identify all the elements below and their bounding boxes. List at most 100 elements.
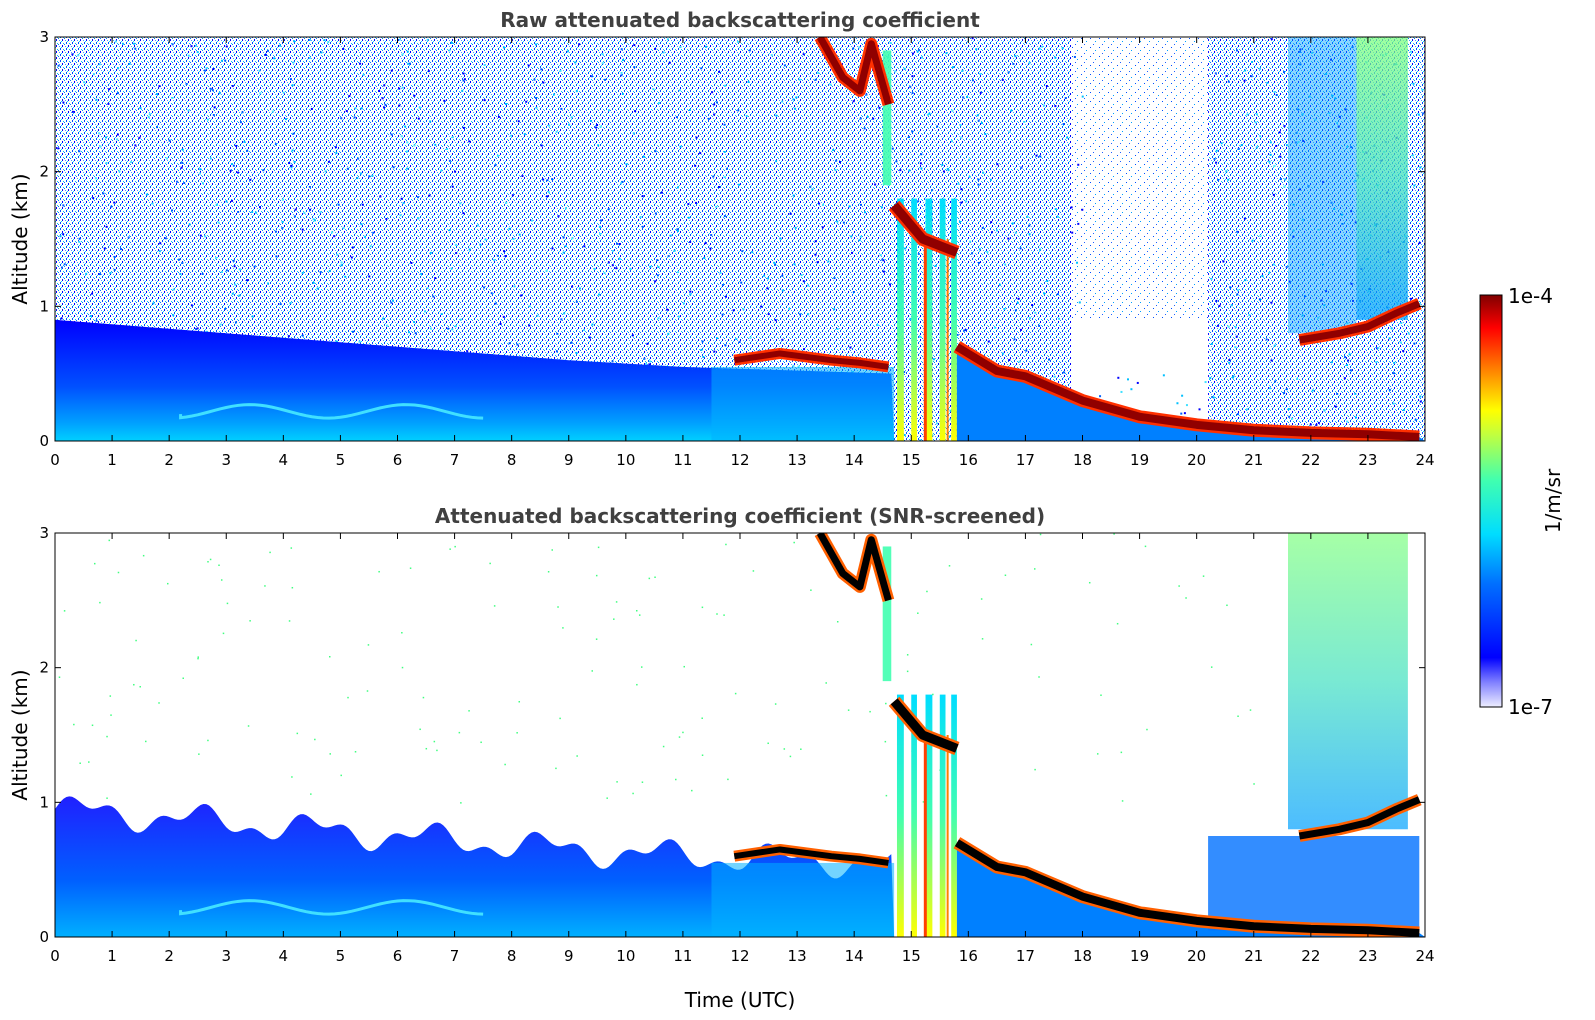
noise-dot	[130, 161, 133, 164]
noise-dot	[340, 117, 343, 120]
noise-dot	[703, 256, 706, 259]
noise-dot	[462, 72, 465, 75]
noise-dot	[290, 164, 293, 167]
noise-dot	[611, 264, 614, 267]
noise-dot	[534, 43, 537, 46]
noise-dot	[291, 586, 294, 589]
noise-dot	[1227, 80, 1230, 83]
noise-dot	[598, 225, 601, 228]
cloud-layer	[733, 350, 889, 370]
noise-dot	[188, 223, 191, 226]
noise-dot	[274, 143, 277, 146]
noise-dot	[1412, 154, 1415, 157]
noise-dot	[301, 271, 304, 274]
noise-dot	[1393, 361, 1396, 364]
noise-dot	[203, 69, 206, 72]
noise-dot	[575, 351, 578, 354]
noise-dot	[850, 235, 853, 238]
noise-dot	[547, 191, 550, 194]
noise-dot	[454, 243, 457, 246]
noise-dot	[275, 255, 278, 258]
x-tick-label: 6	[393, 947, 403, 965]
noise-dot	[675, 116, 678, 119]
noise-dot	[181, 148, 184, 151]
noise-dot	[427, 70, 430, 73]
noise-dot	[802, 53, 805, 56]
noise-dot	[152, 302, 155, 305]
noise-dot	[264, 53, 267, 56]
x-tick-label: 17	[1016, 451, 1035, 469]
noise-dot	[1033, 568, 1036, 570]
y-tick-label: 1	[39, 793, 49, 811]
noise-dot	[221, 271, 224, 274]
noise-dot	[204, 235, 207, 238]
noise-dot	[888, 283, 891, 286]
noise-dot	[417, 117, 420, 120]
noise-dot	[386, 324, 389, 327]
noise-dot	[622, 59, 625, 62]
noise-dot	[1307, 185, 1310, 188]
noise-dot	[704, 242, 707, 245]
noise-dot	[530, 219, 533, 222]
noise-dot	[620, 71, 623, 74]
noise-dot	[89, 314, 92, 317]
noise-dot	[1254, 121, 1257, 124]
noise-dot	[917, 252, 920, 255]
noise-dot	[413, 321, 416, 324]
noise-dot	[159, 242, 162, 245]
noise-dot	[98, 132, 101, 135]
noise-dot	[196, 327, 199, 330]
noise-dot	[314, 738, 316, 741]
noise-dot	[408, 331, 411, 334]
noise-dot	[1259, 234, 1262, 237]
noise-dot	[980, 598, 983, 600]
noise-dot	[994, 326, 997, 329]
noise-dot	[662, 745, 665, 748]
noise-dot	[931, 434, 934, 437]
noise-dot	[145, 193, 148, 196]
noise-dot	[917, 200, 920, 203]
noise-dot	[934, 264, 937, 267]
noise-dot	[1073, 55, 1076, 58]
noise-dot	[62, 233, 65, 236]
noise-dot	[836, 620, 839, 623]
cloud-fall	[882, 50, 892, 186]
noise-dot	[354, 751, 357, 753]
cloud-layer	[733, 846, 889, 866]
noise-dot	[1315, 423, 1318, 426]
noise-dot	[1294, 141, 1297, 144]
noise-dot	[961, 69, 964, 72]
noise-dot	[1344, 108, 1347, 111]
noise-dot	[715, 205, 718, 208]
noise-dot	[181, 161, 184, 164]
noise-dot	[676, 228, 679, 231]
noise-dot	[63, 263, 66, 266]
noise-dot	[105, 136, 108, 139]
noise-dot	[936, 422, 939, 425]
noise-dot	[562, 236, 565, 239]
noise-dot	[865, 93, 868, 96]
noise-dot	[968, 158, 971, 161]
noise-dot	[406, 167, 409, 170]
noise-dot	[1309, 423, 1312, 426]
x-tick-label: 5	[336, 451, 346, 469]
noise-dot	[420, 272, 423, 275]
y-tick-label: 3	[39, 28, 49, 46]
noise-dot	[618, 257, 621, 260]
noise-dot	[426, 38, 429, 41]
noise-dot	[773, 261, 776, 264]
noise-dot	[1388, 337, 1391, 340]
noise-dot	[725, 167, 728, 170]
noise-dot	[323, 39, 326, 42]
noise-dot	[289, 302, 292, 305]
noise-dot	[701, 754, 704, 756]
noise-dot	[142, 554, 145, 557]
noise-dot	[484, 238, 487, 241]
noise-dot	[977, 183, 980, 186]
noise-dot	[1298, 50, 1301, 53]
aerosol-layer	[179, 403, 484, 420]
noise-dot	[448, 49, 451, 52]
noise-dot	[229, 169, 232, 172]
noise-dot	[766, 287, 769, 290]
noise-dot	[542, 178, 545, 181]
